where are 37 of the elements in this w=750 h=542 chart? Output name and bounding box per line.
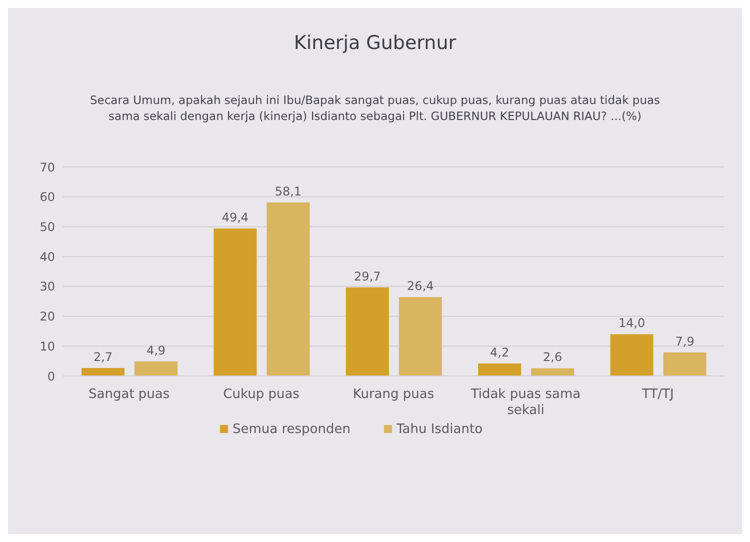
bar	[266, 202, 310, 376]
y-tick-label: 0	[47, 369, 55, 384]
data-label: 14,0	[618, 316, 646, 330]
bar	[346, 287, 389, 376]
y-tick-label: 50	[40, 220, 55, 234]
chart-subtitle: Secara Umum, apakah sejauh ini Ibu/Bapak sangat puas, cukup puas, kurang puas atau tidak puas sama sekali dengan kerja (kinerja) Isdianto sebagai Plt. GUBERNUR KEPULAUAN RIAU? ...(%)	[88, 92, 662, 124]
bar	[531, 368, 574, 376]
y-tick-label: 60	[40, 190, 55, 204]
x-tick-label: Cukup puas	[223, 387, 300, 402]
data-label: 2,6	[543, 350, 562, 364]
y-tick-label: 30	[40, 280, 55, 294]
data-label: 2,7	[93, 350, 113, 364]
bar	[610, 334, 654, 376]
legend-label: Semua responden	[232, 422, 350, 437]
bar	[398, 297, 442, 376]
data-label: 4,9	[146, 343, 166, 358]
data-label: 49,4	[222, 210, 249, 225]
x-tick-label: TT/TJ	[640, 387, 674, 402]
x-tick-label: Sangat puas	[88, 387, 170, 402]
y-tick-label: 20	[40, 310, 55, 324]
legend-label: Tahu Isdianto	[396, 422, 483, 437]
bar	[663, 352, 706, 376]
y-tick-label: 10	[40, 339, 55, 354]
data-label: 7,9	[675, 334, 694, 348]
data-label: 26,4	[407, 279, 434, 294]
chart-title: Kinerja Gubernur	[292, 32, 458, 54]
x-tick-label: Tidak puas sama sekali	[470, 387, 581, 418]
data-label: 4,2	[490, 345, 510, 360]
x-tick-label: Kurang puas	[352, 387, 434, 402]
bar	[134, 361, 178, 376]
y-tick-label: 70	[40, 160, 55, 174]
data-label: 58,1	[274, 184, 302, 199]
bar	[214, 228, 257, 376]
bar	[478, 363, 522, 376]
bar	[82, 368, 125, 376]
data-label: 29,7	[354, 269, 381, 284]
y-tick-label: 40	[40, 250, 55, 264]
